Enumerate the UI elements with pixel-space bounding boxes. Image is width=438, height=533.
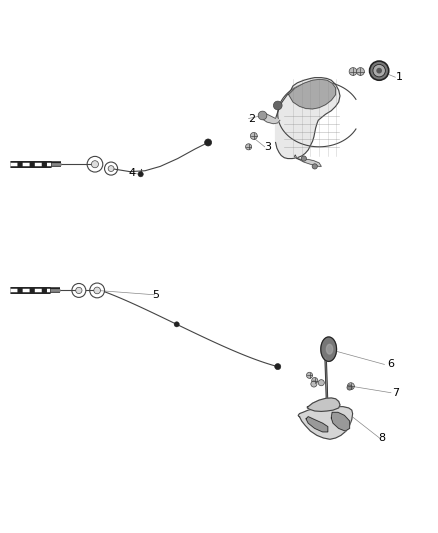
Text: 6: 6 [388, 359, 394, 369]
Circle shape [258, 111, 267, 120]
Circle shape [376, 68, 382, 74]
Circle shape [174, 322, 179, 327]
Circle shape [275, 364, 281, 370]
Circle shape [307, 372, 313, 378]
Circle shape [301, 156, 307, 161]
Polygon shape [307, 398, 340, 411]
Circle shape [312, 377, 318, 384]
Polygon shape [326, 344, 333, 354]
Circle shape [370, 61, 389, 80]
Text: 7: 7 [392, 387, 399, 398]
Text: 2: 2 [248, 114, 255, 124]
Circle shape [251, 133, 257, 140]
Polygon shape [276, 78, 340, 158]
Text: 3: 3 [264, 142, 271, 152]
Polygon shape [289, 79, 336, 109]
Text: 4: 4 [128, 168, 135, 178]
Circle shape [347, 385, 352, 390]
Text: 1: 1 [396, 72, 403, 82]
Polygon shape [306, 417, 328, 432]
Polygon shape [331, 413, 350, 431]
Circle shape [318, 379, 324, 386]
Polygon shape [294, 155, 321, 166]
Polygon shape [298, 407, 353, 439]
Circle shape [347, 383, 354, 390]
Circle shape [311, 381, 317, 387]
Circle shape [138, 172, 143, 177]
Polygon shape [260, 112, 280, 124]
Text: 5: 5 [152, 290, 159, 300]
Circle shape [373, 64, 385, 77]
Circle shape [205, 139, 212, 146]
Circle shape [312, 164, 318, 169]
Circle shape [92, 160, 99, 168]
Circle shape [357, 68, 364, 76]
Circle shape [246, 144, 252, 150]
Polygon shape [321, 337, 336, 361]
Circle shape [349, 68, 357, 76]
Text: 8: 8 [378, 433, 386, 443]
Circle shape [108, 166, 114, 172]
Circle shape [76, 287, 82, 294]
Circle shape [273, 101, 282, 110]
Circle shape [94, 287, 100, 294]
